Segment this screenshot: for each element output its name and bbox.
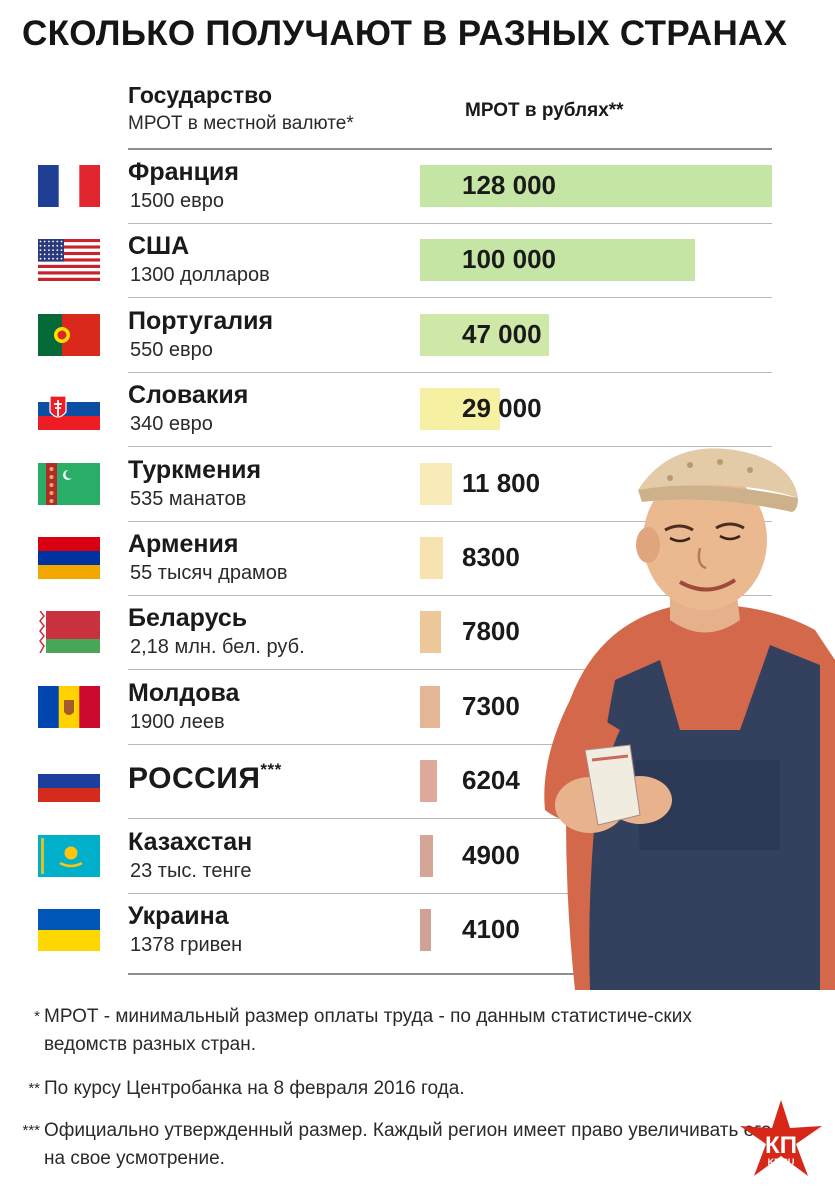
row-divider <box>128 297 772 299</box>
footnote-1: * МРОТ - минимальный размер оплаты труда … <box>14 1003 784 1059</box>
flag-turkmenistan-icon <box>38 462 100 505</box>
local-wage: 1300 долларов <box>130 264 270 287</box>
country-name: Украина <box>128 902 229 930</box>
wage-bar <box>420 909 431 951</box>
footnote-2-mark: ** <box>28 1080 40 1097</box>
wage-value-label: 128 000 <box>462 170 556 200</box>
row-divider <box>128 818 772 820</box>
country-name: Беларусь <box>128 604 248 633</box>
country-name: РОССИЯ*** <box>128 760 282 796</box>
row-divider <box>128 669 772 671</box>
country-name: Словакия <box>128 381 249 410</box>
worker-with-money-illustration <box>544 448 835 990</box>
flag-belarus-icon <box>38 611 100 654</box>
country-name: Казахстан <box>128 827 253 856</box>
footnote-2: ** По курсу Центробанка на 8 февраля 2016… <box>14 1075 784 1103</box>
row-divider <box>128 595 772 596</box>
footnote-3-text: Официально утвержденный размер. Каждый р… <box>44 1120 772 1169</box>
wage-value-label: 4100 <box>462 914 520 944</box>
country-name: США <box>128 232 190 261</box>
local-wage: 550 евро <box>130 338 213 361</box>
logo-text: КП <box>765 1132 797 1159</box>
footnote-3: *** Официально утвержденный размер. Кажды… <box>14 1117 784 1173</box>
wage-bar <box>420 537 443 579</box>
flag-slovakia-icon <box>38 388 100 431</box>
wage-value-label: 8300 <box>462 542 520 572</box>
local-wage: 55 тысяч драмов <box>130 562 288 584</box>
footnote-2-text: По курсу Центробанка на 8 февраля 2016 г… <box>44 1078 465 1099</box>
country-name: Туркмения <box>128 455 262 484</box>
local-wage: 2,18 млн. бел. руб. <box>130 636 305 659</box>
wage-value-label: 6204 <box>462 765 520 796</box>
wage-value-label: 7300 <box>462 690 520 721</box>
wage-bar <box>420 239 695 282</box>
wage-bar <box>420 462 452 505</box>
wage-bar <box>420 611 441 654</box>
wage-bar <box>420 388 500 431</box>
flag-usa-icon <box>38 239 100 282</box>
header-divider <box>128 148 772 150</box>
local-wage: 1900 леев <box>130 710 225 733</box>
wage-bar <box>420 165 772 207</box>
flag-portugal-icon <box>38 313 100 356</box>
country-name-text: РОССИЯ <box>128 762 261 796</box>
wage-bar <box>420 834 433 877</box>
wage-value-label: 11 800 <box>462 467 541 498</box>
flag-kazakhstan-icon <box>38 834 100 877</box>
flag-ukraine-icon <box>38 909 100 951</box>
country-name: Португалия <box>128 306 274 335</box>
wage-value-label: 47 000 <box>462 318 542 349</box>
wage-value-label: 100 000 <box>462 244 556 275</box>
footnote-1-text: МРОТ - минимальный размер оплаты труда -… <box>44 1006 692 1055</box>
header-local-currency-label: МРОТ в местной валюте* <box>128 113 354 134</box>
footnote-3-mark: *** <box>22 1122 40 1139</box>
row-divider <box>128 743 772 745</box>
row-divider <box>128 371 772 373</box>
wage-value-label: 29 000 <box>462 393 542 424</box>
local-wage: 535 манатов <box>130 487 247 510</box>
local-wage: 1500 евро <box>130 190 225 212</box>
country-name: Армения <box>128 530 239 558</box>
header-state-label: Государство <box>128 82 273 108</box>
wage-bar <box>420 313 549 356</box>
wage-value-label: 7800 <box>462 616 520 647</box>
flag-moldova-icon <box>38 685 100 728</box>
column-header-rubles: МРОТ в рублях** <box>465 100 624 121</box>
row-divider <box>128 892 772 894</box>
local-wage: 340 евро <box>130 413 213 436</box>
local-wage: 23 тыс. тенге <box>130 859 252 882</box>
column-header-country: Государство МРОТ в местной валюте* <box>128 82 354 135</box>
wage-bar <box>420 685 440 728</box>
page-title: СКОЛЬКО ПОЛУЧАЮТ В РАЗНЫХ СТРАНАХ <box>22 14 788 53</box>
row-divider <box>128 520 772 522</box>
row-divider <box>128 223 772 224</box>
row-divider <box>128 446 772 448</box>
local-wage: 1378 гривен <box>130 934 243 956</box>
country-name: Франция <box>128 158 239 186</box>
footnote-1-mark: * <box>34 1008 40 1025</box>
flag-armenia-icon <box>38 537 100 579</box>
country-name: Молдова <box>128 678 240 707</box>
logo-subtext: KP.RU <box>768 1157 795 1167</box>
wage-bar <box>420 760 437 803</box>
kp-logo: КП KP.RU <box>740 1100 822 1176</box>
flag-russia-icon <box>38 760 100 803</box>
table-bottom-divider <box>128 973 772 975</box>
country-footnote-marker: *** <box>260 760 282 780</box>
flag-france-icon <box>38 165 100 207</box>
wage-value-label: 4900 <box>462 839 520 870</box>
